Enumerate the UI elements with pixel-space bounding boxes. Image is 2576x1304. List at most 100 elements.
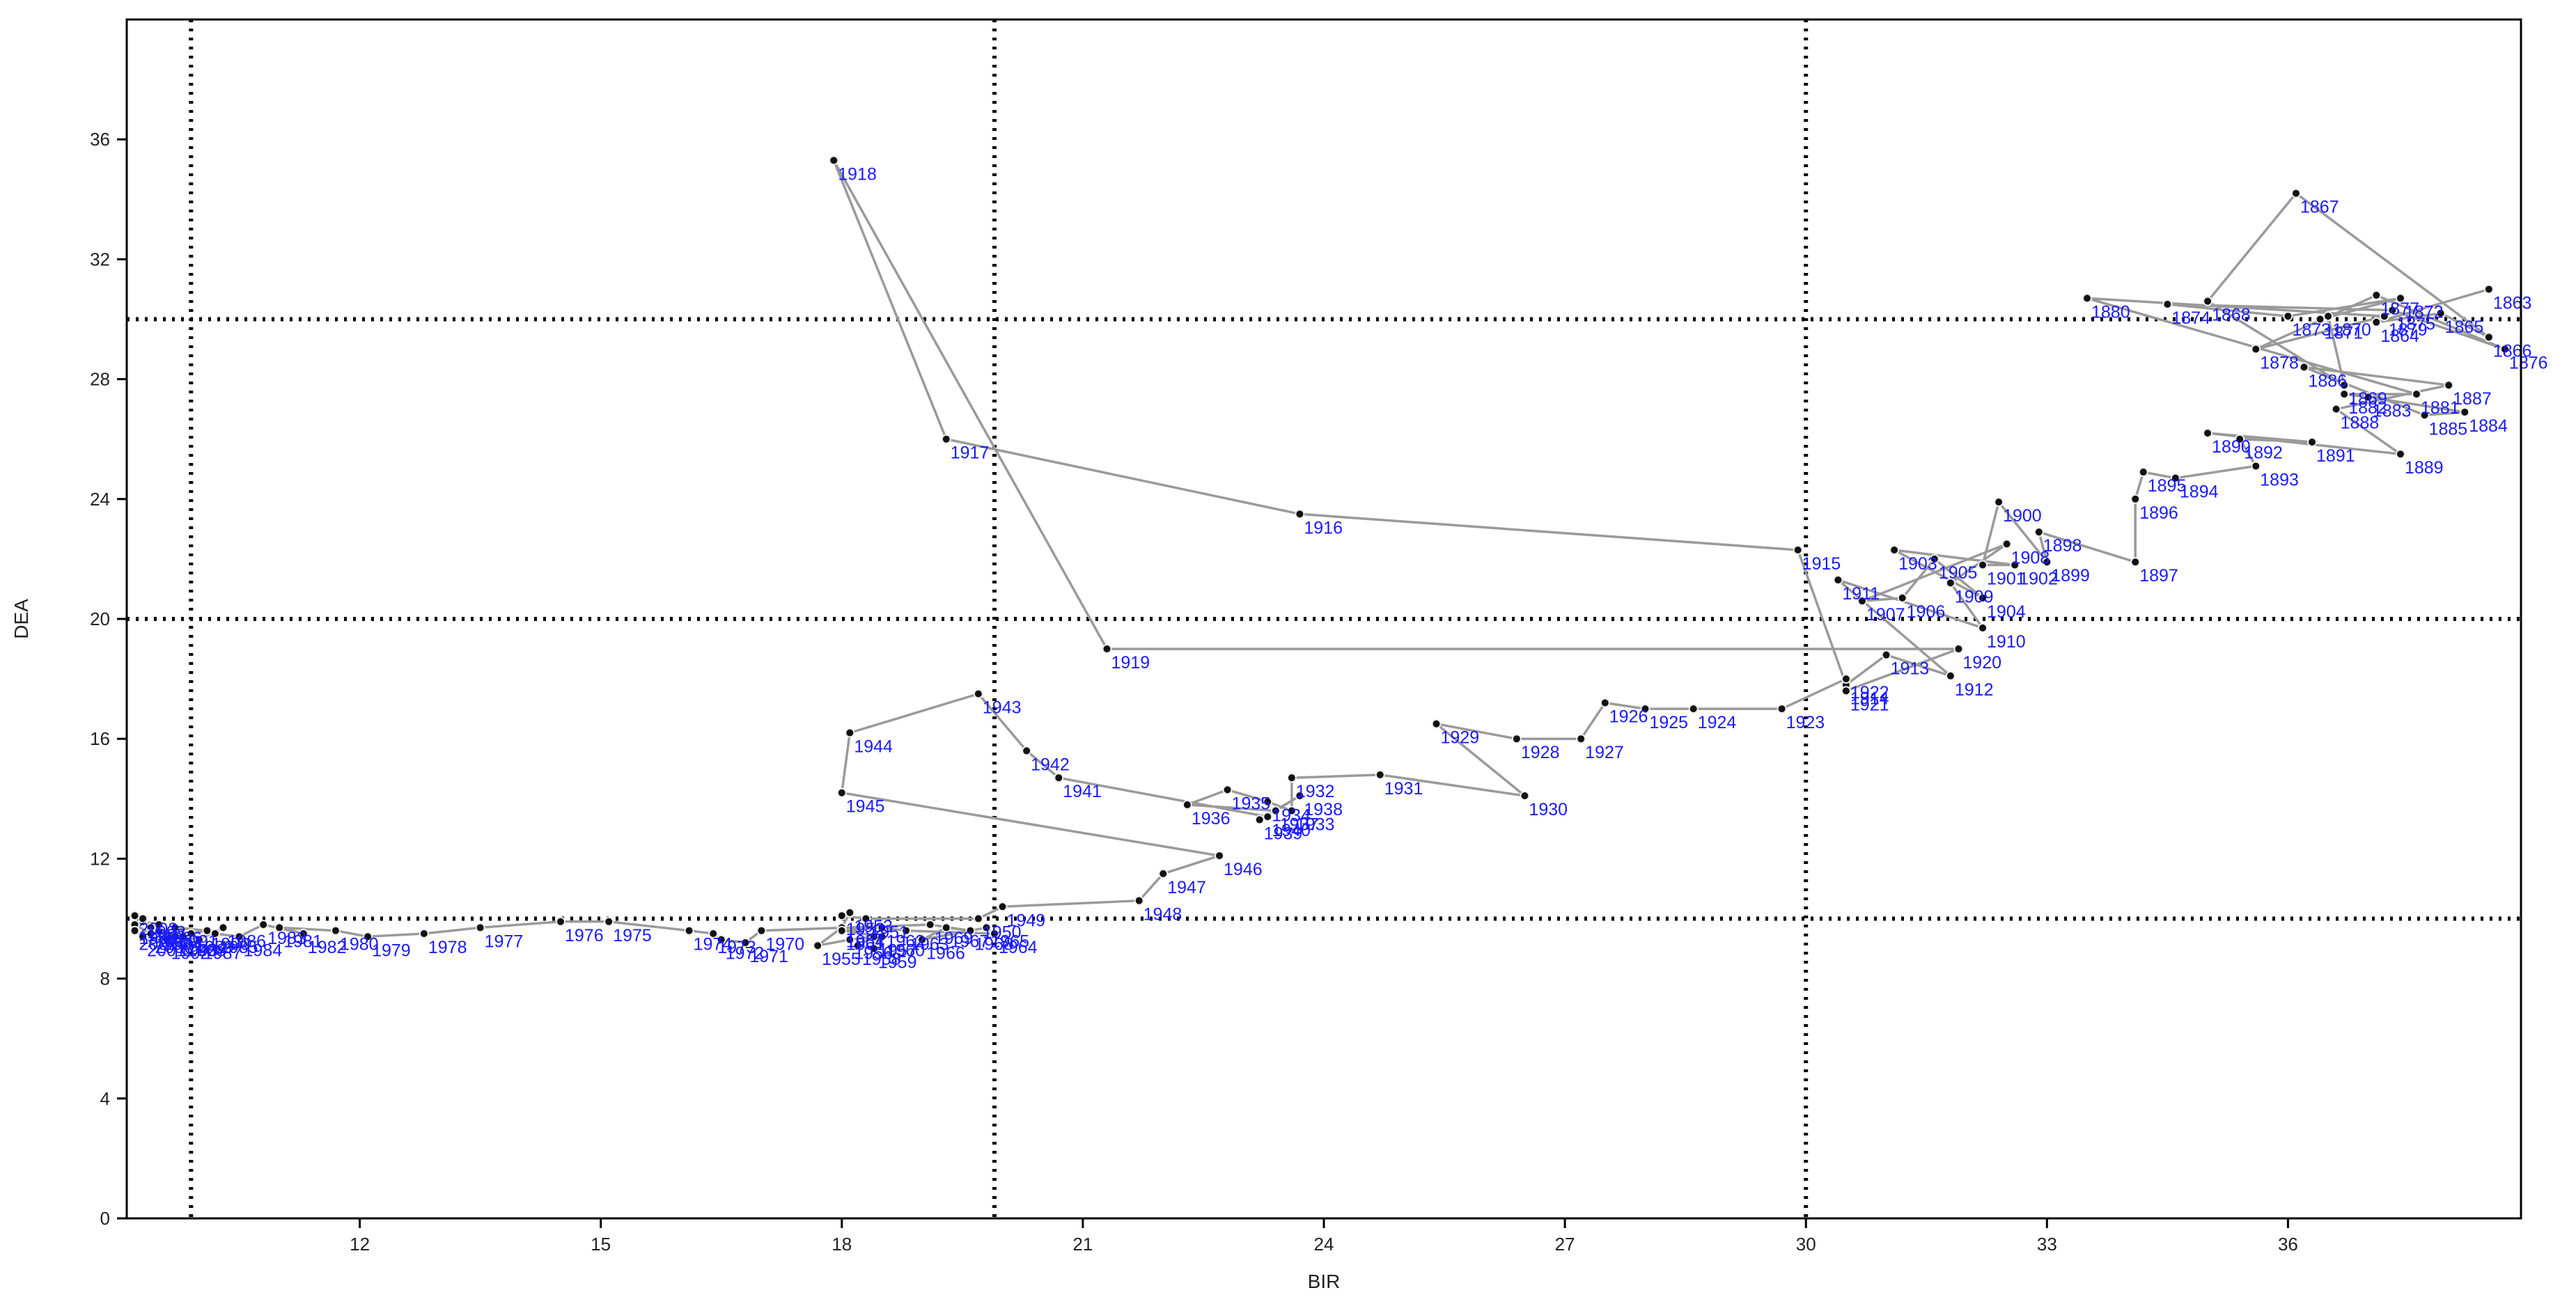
point-label: 1909: [1955, 587, 1994, 606]
data-point: [1978, 560, 1988, 570]
x-tick-label: 21: [1072, 1234, 1093, 1255]
data-point: [1222, 785, 1233, 795]
data-point: [1889, 544, 1900, 555]
data-point: [1978, 592, 1988, 603]
point-label: 1962: [886, 932, 925, 951]
data-point: [2435, 308, 2446, 318]
point-label: 1865: [2445, 317, 2484, 337]
point-label: 1984: [244, 941, 283, 960]
point-label: 1895: [2148, 476, 2187, 496]
data-point: [845, 934, 855, 945]
data-point: [1945, 578, 1956, 588]
point-label: 1981: [283, 932, 322, 951]
data-point: [852, 941, 863, 951]
point-label: 1947: [1167, 878, 1206, 897]
data-point: [2130, 494, 2141, 504]
point-label: 1966: [926, 944, 965, 964]
data-point: [1945, 670, 1956, 681]
data-point: [1953, 644, 1964, 654]
data-point: [202, 925, 212, 936]
point-label: 1877: [2380, 299, 2419, 319]
data-point: [836, 911, 847, 921]
y-tick-label: 16: [90, 728, 110, 749]
point-label: 1879: [2389, 320, 2428, 340]
data-point: [234, 932, 244, 942]
point-label: 1937: [1280, 815, 1319, 835]
point-label: 1971: [749, 947, 788, 966]
data-point: [708, 929, 719, 939]
point-label: 1868: [2212, 306, 2251, 325]
point-label: 1882: [2348, 398, 2387, 418]
data-point: [981, 922, 992, 933]
data-point: [2323, 311, 2334, 322]
data-point: [1286, 773, 1297, 783]
point-label: 1944: [854, 737, 893, 757]
point-label: 1930: [1529, 800, 1568, 819]
y-tick-label: 12: [90, 848, 110, 869]
point-label: 2003: [139, 920, 178, 939]
y-tick-label: 0: [100, 1208, 110, 1229]
point-label: 1872: [2405, 302, 2444, 322]
point-label: 1998: [147, 923, 186, 943]
data-point: [1431, 718, 1442, 729]
data-point: [1263, 812, 1273, 822]
data-point: [2339, 389, 2350, 400]
data-point: [1929, 553, 1939, 564]
point-label: 1888: [2341, 414, 2380, 433]
data-point: [2203, 296, 2213, 306]
data-point: [965, 925, 976, 936]
point-label: 1983: [267, 929, 306, 948]
data-point: [836, 787, 847, 798]
y-tick-label: 24: [90, 489, 110, 510]
y-tick-label: 28: [90, 369, 110, 390]
data-point: [1511, 734, 1522, 744]
point-label: 1905: [1939, 563, 1978, 583]
point-label: 1951: [870, 923, 909, 943]
data-point: [170, 932, 180, 942]
data-point: [813, 941, 823, 951]
point-label: 1925: [1649, 713, 1688, 732]
data-point: [2419, 410, 2430, 421]
point-label: 1939: [1264, 824, 1303, 843]
point-label: 1999: [139, 929, 178, 948]
point-label: 1897: [2139, 566, 2178, 586]
point-label: 1943: [983, 698, 1022, 718]
point-label: 1876: [2509, 354, 2548, 373]
point-label: 1892: [2244, 443, 2283, 463]
point-label: 1904: [1987, 602, 2026, 622]
point-label: 1954: [846, 932, 885, 951]
data-point: [2235, 434, 2245, 444]
x-tick-label: 30: [1796, 1234, 1816, 1255]
data-point: [2138, 467, 2148, 478]
point-label: 1995: [155, 932, 194, 951]
point-label: 1952: [846, 920, 885, 939]
point-label: 1933: [1296, 815, 1335, 835]
point-label: 1949: [1007, 911, 1046, 930]
data-point: [716, 934, 726, 945]
point-label: 1972: [726, 944, 765, 964]
point-label: 1964: [999, 938, 1038, 957]
data-point: [845, 907, 855, 918]
point-label: 1938: [1304, 800, 1343, 819]
data-point: [2001, 539, 2012, 549]
point-label: 1977: [485, 932, 524, 951]
data-point: [1215, 851, 1225, 861]
point-label: 1896: [2139, 503, 2178, 523]
data-point: [2499, 344, 2510, 354]
data-point: [1286, 806, 1297, 816]
point-label: 1900: [2003, 506, 2042, 526]
x-axis: 12 15 18 21 24 27 30 33 36: [350, 1218, 2298, 1255]
point-label: 1928: [1521, 743, 1560, 762]
point-label: 1934: [1272, 806, 1311, 826]
data-point: [1254, 815, 1265, 825]
data-point: [186, 929, 196, 939]
data-point: [2307, 437, 2318, 448]
data-point: [1375, 769, 1385, 780]
point-label: 1990: [211, 935, 250, 955]
data-point: [2010, 560, 2020, 570]
point-label: 1918: [838, 164, 877, 184]
data-point: [210, 929, 220, 939]
point-label: 1985: [219, 938, 258, 957]
data-point: [2412, 389, 2422, 400]
